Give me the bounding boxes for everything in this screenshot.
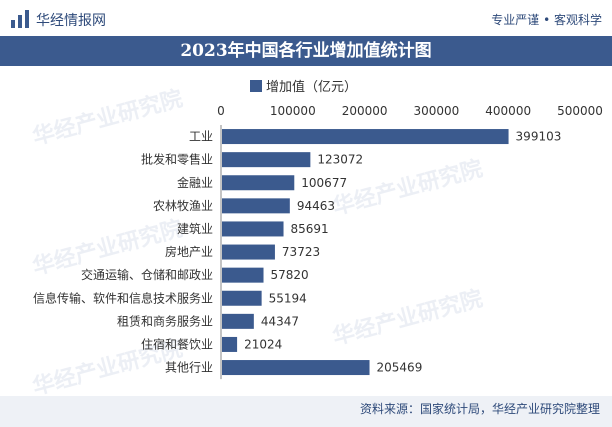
- data-label: 85691: [291, 222, 329, 236]
- x-tick-label: 500000: [557, 104, 603, 118]
- category-label: 房地产业: [165, 244, 213, 259]
- footer-band: [0, 396, 612, 427]
- bar: [222, 198, 290, 214]
- bar: [222, 336, 238, 352]
- bar: [222, 244, 275, 260]
- data-label: 100677: [301, 176, 347, 190]
- bar: [222, 221, 284, 237]
- category-label: 租赁和商务服务业: [117, 313, 213, 328]
- bars: 工业 399103 批发和零售业 123072 金融业 100677 农林牧渔业 94463 建…: [33, 129, 562, 376]
- data-label: 73723: [282, 245, 320, 259]
- category-label: 建筑业: [177, 221, 213, 236]
- bar: [222, 360, 370, 376]
- category-label: 批发和零售业: [141, 152, 213, 167]
- data-label: 94463: [297, 199, 335, 213]
- category-label: 住宿和餐饮业: [141, 336, 213, 351]
- data-label: 205469: [377, 361, 423, 375]
- data-label: 57820: [271, 268, 309, 282]
- bar: [222, 152, 311, 168]
- category-label: 信息传输、软件和信息技术服务业: [33, 290, 213, 305]
- category-label: 农林牧渔业: [153, 199, 213, 213]
- source-note: 资料来源：国家统计局，华经产业研究院整理: [359, 402, 600, 416]
- legend-label: 增加值（亿元）: [266, 79, 357, 95]
- data-label: 399103: [516, 130, 562, 144]
- data-label: 21024: [244, 337, 282, 351]
- logo-icon: [11, 10, 29, 28]
- category-label: 工业: [189, 130, 213, 144]
- top-bar: 华经情报网 专业严谨 • 客观科学: [0, 0, 612, 36]
- title-bar: [0, 36, 612, 66]
- x-tick-label: 0: [217, 104, 225, 118]
- legend: 增加值（亿元）: [250, 79, 357, 95]
- x-tick-label: 300000: [413, 104, 459, 118]
- x-tick-label: 400000: [485, 104, 531, 118]
- bar: [222, 175, 295, 191]
- x-axis: 0 100000 200000 300000 400000 500000: [217, 104, 603, 380]
- brand-name: 华经情报网: [36, 13, 106, 29]
- data-label: 123072: [317, 153, 363, 167]
- data-label: 55194: [269, 291, 307, 305]
- x-tick-label: 100000: [270, 104, 316, 118]
- x-tick-label: 200000: [342, 104, 388, 118]
- bar: [222, 129, 509, 145]
- chart-title: 2023年中国各行业增加值统计图: [180, 41, 432, 61]
- bar: [222, 267, 264, 283]
- category-label: 交通运输、仓储和邮政业: [81, 267, 213, 282]
- bar-chart: 增加值（亿元） 0 100000 200000 300000 400000 500000 …: [33, 79, 603, 380]
- slogan: 专业严谨 • 客观科学: [491, 13, 602, 27]
- category-label: 其他行业: [165, 361, 213, 375]
- legend-swatch: [250, 80, 262, 92]
- category-label: 金融业: [177, 175, 213, 190]
- bar: [222, 290, 262, 306]
- bar: [222, 313, 254, 329]
- data-label: 44347: [261, 314, 299, 328]
